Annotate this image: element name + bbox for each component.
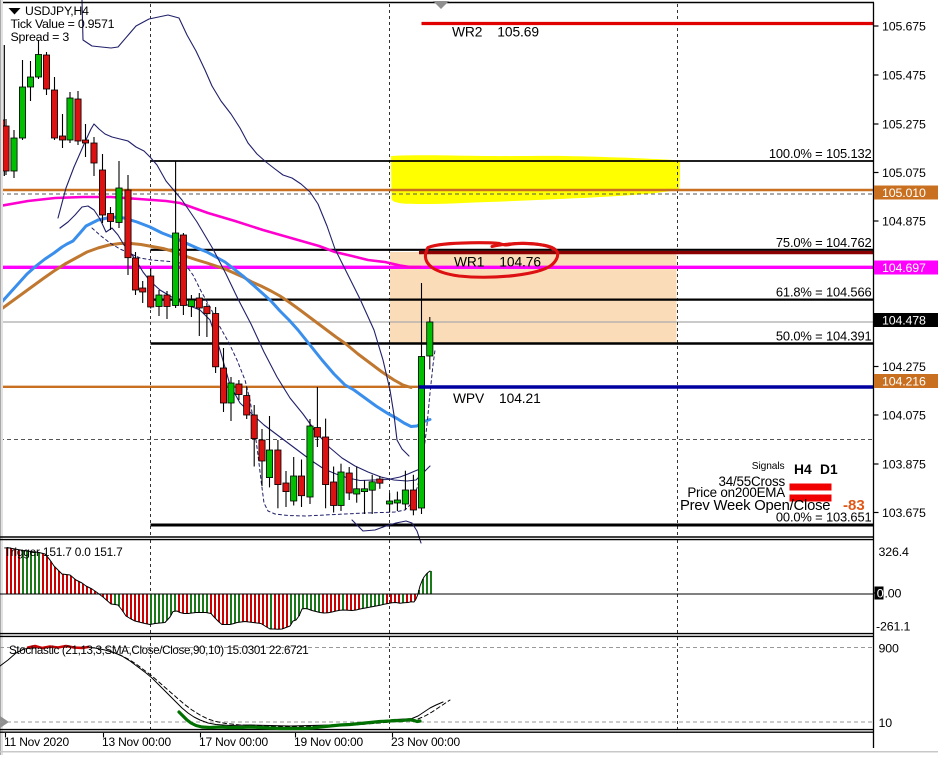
svg-text:.00: .00: [885, 586, 902, 600]
svg-text:H4: H4: [794, 462, 812, 477]
svg-text:900: 900: [879, 641, 899, 655]
svg-text:-261.1: -261.1: [876, 619, 910, 633]
svg-text:17 Nov 00:00: 17 Nov 00:00: [199, 735, 269, 749]
svg-text:103.875: 103.875: [882, 457, 926, 471]
svg-text:103.675: 103.675: [882, 506, 926, 520]
svg-text:34/55Cross: 34/55Cross: [719, 474, 786, 489]
svg-text:-83: -83: [843, 497, 865, 514]
svg-text:105.075: 105.075: [882, 166, 926, 180]
svg-text:23 Nov 00:00: 23 Nov 00:00: [391, 735, 461, 749]
svg-text:D1: D1: [820, 462, 838, 477]
svg-text:104.478: 104.478: [882, 313, 926, 327]
svg-text:326.4: 326.4: [879, 545, 910, 559]
svg-text:50.0% = 104.391: 50.0% = 104.391: [776, 329, 872, 344]
svg-text:104.275: 104.275: [882, 360, 926, 374]
svg-text:10: 10: [879, 716, 893, 730]
svg-text:Price on200EMA: Price on200EMA: [687, 485, 785, 500]
svg-text:105.275: 105.275: [882, 117, 926, 131]
svg-text:USDJPY,H4: USDJPY,H4: [25, 4, 89, 18]
svg-text:105.675: 105.675: [882, 19, 926, 33]
svg-text:104.216: 104.216: [882, 374, 926, 388]
svg-text:Spread = 3: Spread = 3: [11, 30, 70, 44]
svg-text:0: 0: [877, 586, 884, 600]
svg-text:11 Nov 2020: 11 Nov 2020: [4, 735, 69, 749]
svg-text:104.697: 104.697: [882, 261, 926, 275]
svg-text:19 Nov 00:00: 19 Nov 00:00: [294, 735, 364, 749]
svg-text:Tick Value = 0.9571: Tick Value = 0.9571: [11, 17, 115, 31]
svg-text:Trigger 151.7 0.0 151.7: Trigger 151.7 0.0 151.7: [4, 545, 123, 559]
svg-text:104.075: 104.075: [882, 408, 926, 422]
svg-text:WR2 105.69: WR2 105.69: [452, 25, 539, 40]
svg-text:105.010: 105.010: [882, 186, 926, 200]
svg-text:Signals: Signals: [752, 461, 785, 472]
svg-text:Prev Week Open/Close: Prev Week Open/Close: [680, 498, 830, 514]
svg-text:75.0% = 104.762: 75.0% = 104.762: [776, 235, 872, 250]
svg-text:104.875: 104.875: [882, 214, 926, 228]
svg-text:00.0% = 103.651: 00.0% = 103.651: [776, 510, 872, 525]
svg-text:61.8% = 104.566: 61.8% = 104.566: [776, 285, 872, 300]
svg-text:100.0% = 105.132: 100.0% = 105.132: [769, 146, 872, 161]
svg-text:Stochastic (21,13,3,SMA,Close/: Stochastic (21,13,3,SMA,Close/Close,90,1…: [9, 644, 308, 657]
svg-text:13 Nov 00:00: 13 Nov 00:00: [102, 735, 172, 749]
svg-text:WR1 104.76: WR1 104.76: [454, 255, 541, 270]
svg-text:105.475: 105.475: [882, 68, 926, 82]
svg-text:WPV 104.21: WPV 104.21: [453, 391, 541, 406]
